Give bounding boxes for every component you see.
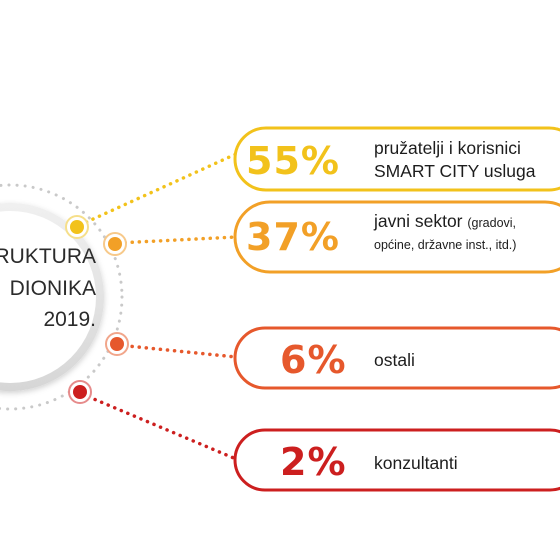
label-55-line1: pružatelji i korisnici (374, 138, 521, 158)
pill-6 (233, 326, 560, 390)
node-dot-6 (105, 332, 129, 356)
label-2: konzultanti (374, 453, 458, 473)
outer-dotted-ring (0, 183, 124, 411)
connector-37 (116, 235, 238, 245)
label-37-small-a: (gradovi, (467, 216, 517, 230)
percent-55: 55% (246, 139, 340, 183)
label-55-line2: SMART CITY usluga (374, 160, 536, 181)
circle-title-line3: 2019. (43, 308, 96, 331)
pill-37 (233, 200, 560, 274)
circle-title-line1: RUKTURA (0, 245, 96, 268)
node-dot-55 (65, 215, 89, 239)
label-37-line1: javni sektor (gradovi, (374, 210, 516, 233)
label-6: ostali (374, 350, 415, 370)
label-37: javni sektor (gradovi, općine, državne i… (374, 210, 516, 253)
circle-title: RUKTURA DIONIKA 2019. (0, 241, 96, 336)
label-37-small-b: općine, državne inst., itd.) (374, 237, 517, 252)
node-dot-2 (68, 380, 92, 404)
percent-37: 37% (246, 215, 340, 259)
circle-title-line2: DIONIKA (9, 276, 96, 300)
percent-2: 2% (280, 440, 347, 484)
center-circle-inner (0, 211, 96, 383)
connector-55 (78, 152, 238, 227)
connector-6 (116, 343, 238, 359)
connector-2 (80, 392, 238, 461)
label-37-main: javni sektor (374, 211, 463, 231)
pill-2 (233, 428, 560, 492)
label-55: pružatelji i korisnici SMART CITY usluga (374, 137, 535, 183)
node-dot-37 (103, 232, 127, 256)
pill-55 (233, 126, 560, 192)
percent-6: 6% (280, 338, 347, 382)
